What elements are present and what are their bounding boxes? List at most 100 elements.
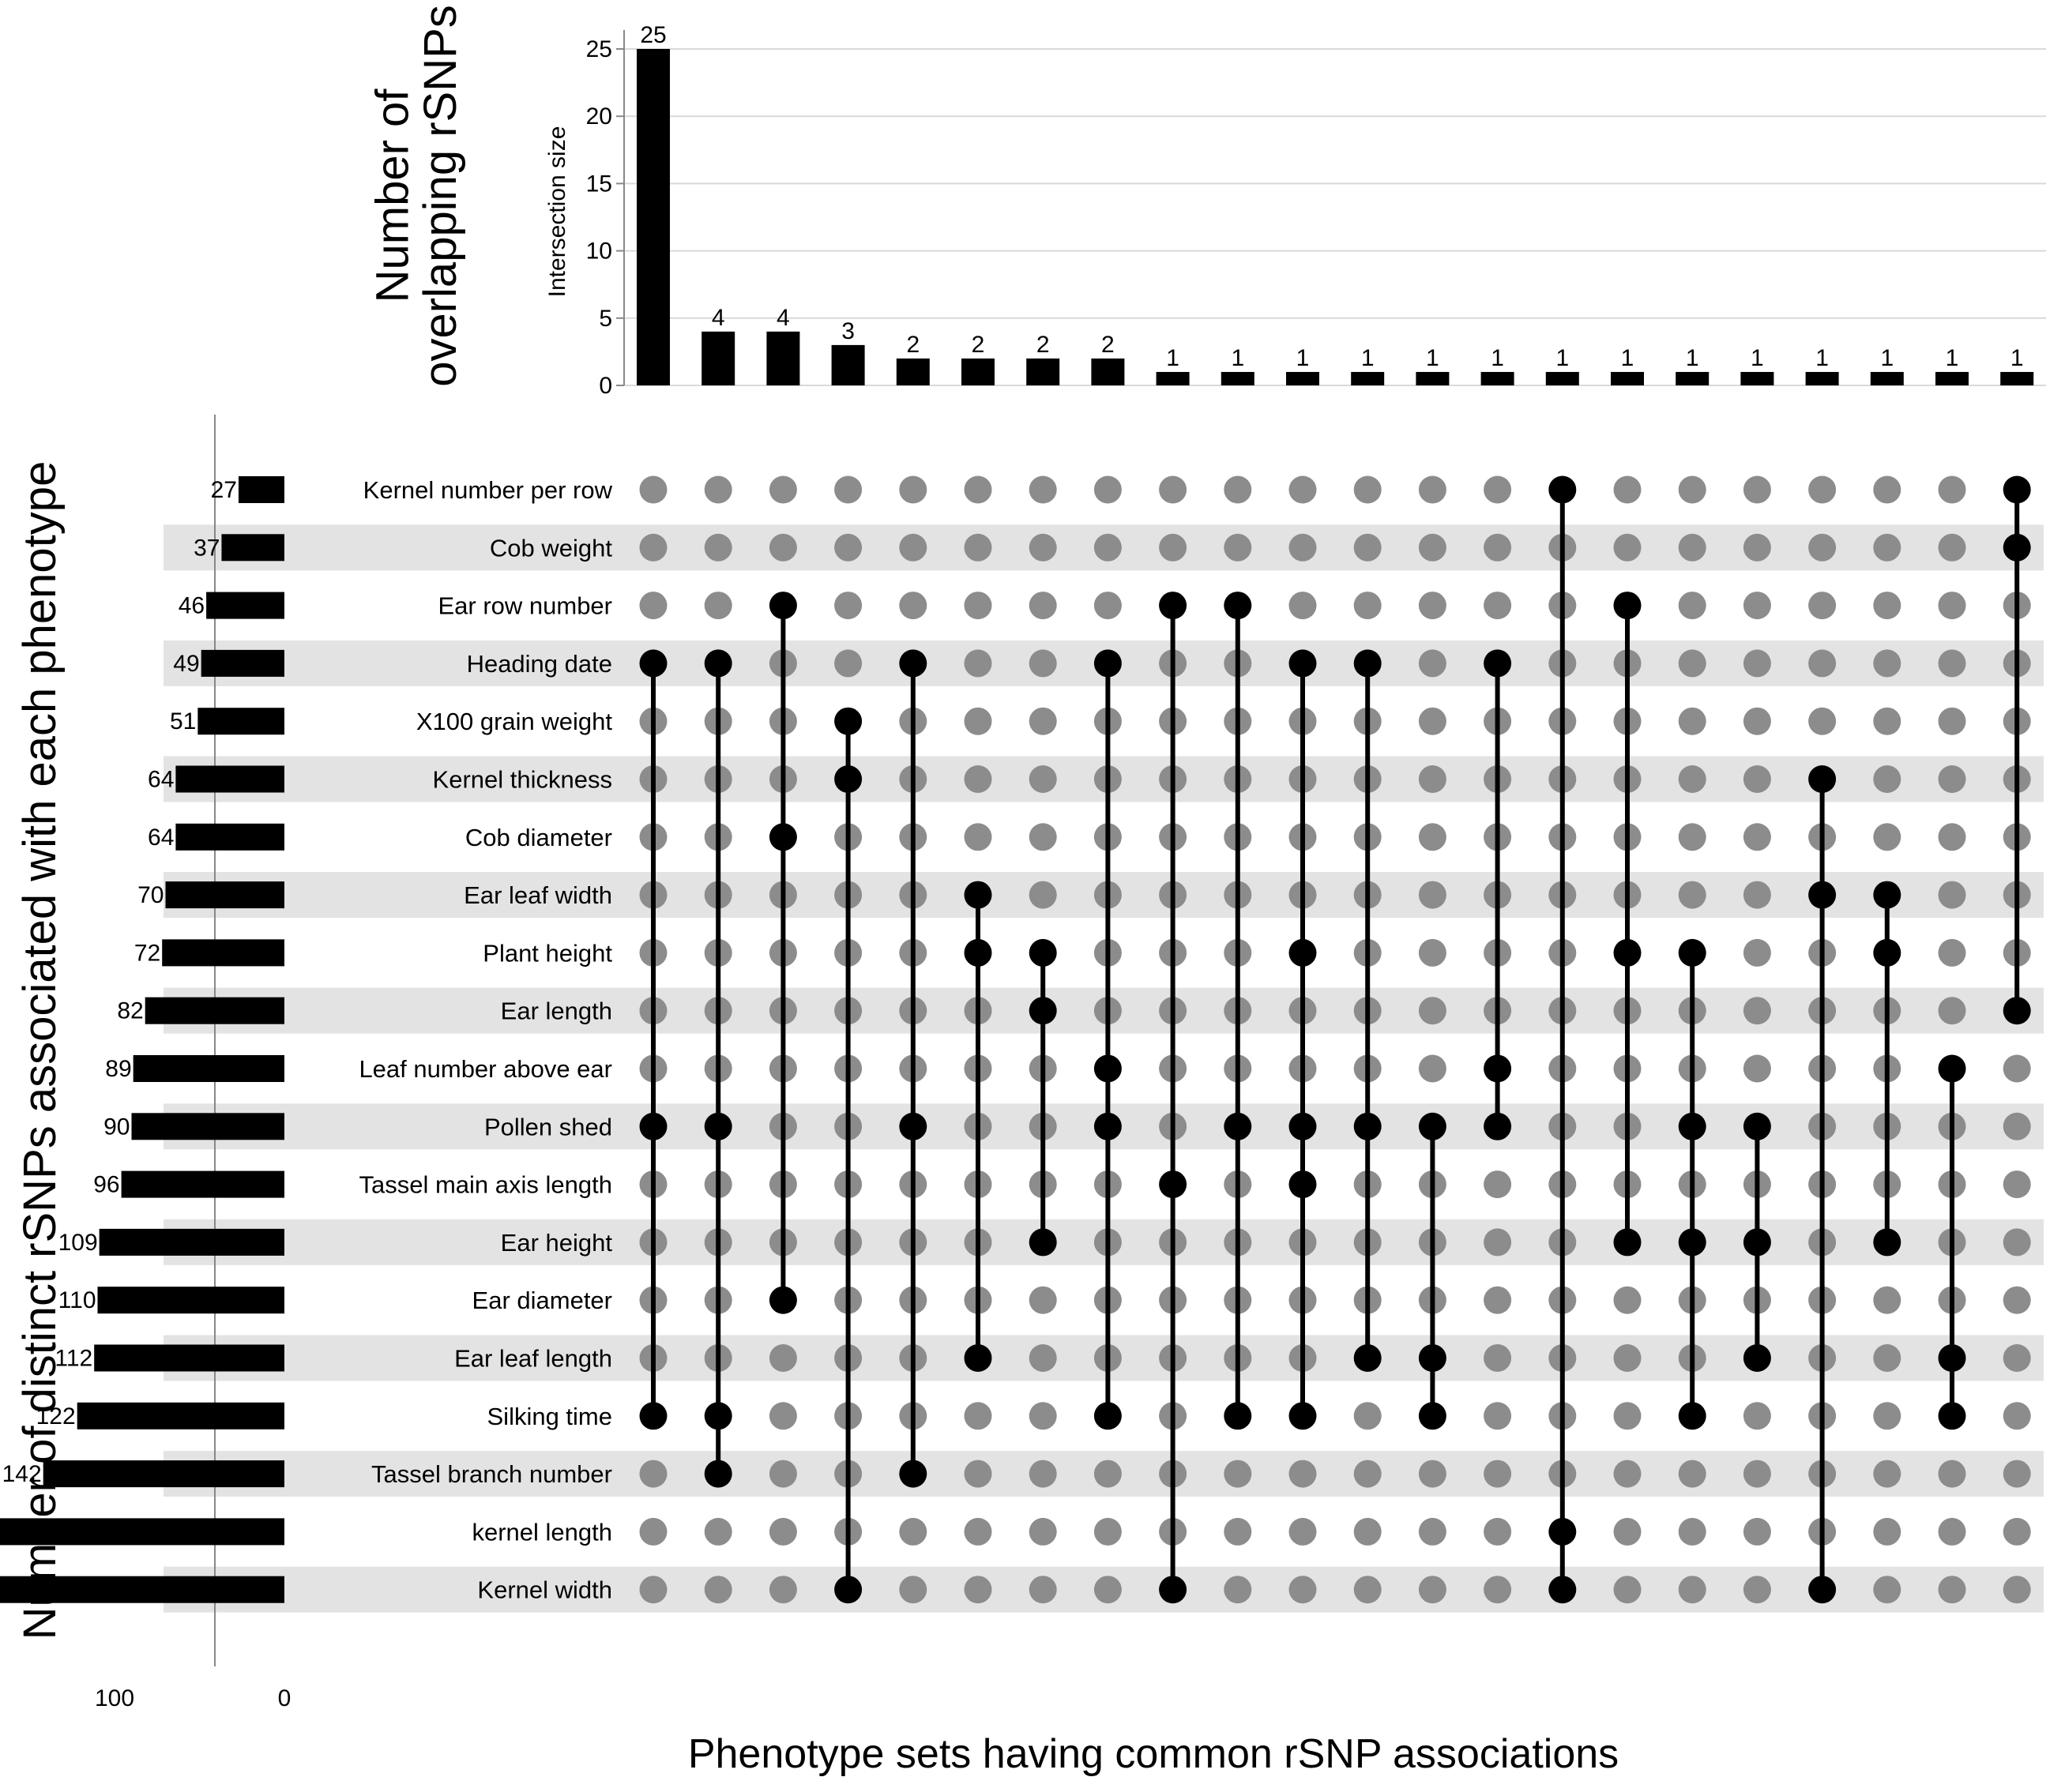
inactive-dot: [1678, 649, 1706, 678]
inactive-dot: [1418, 823, 1446, 851]
inactive-dot: [2003, 1054, 2031, 1083]
set-size-bar: [175, 765, 284, 793]
active-dot: [1613, 1228, 1642, 1257]
active-dot: [704, 649, 732, 678]
set-name-label: Ear leaf length: [454, 1345, 612, 1373]
active-dot: [1548, 1576, 1577, 1604]
intersection-bar-label: 1: [1426, 345, 1439, 371]
active-dot: [639, 1112, 668, 1140]
active-dot: [1548, 1517, 1577, 1546]
set-size-label: 64: [148, 767, 174, 793]
active-dot: [1678, 938, 1706, 967]
inactive-dot: [704, 1517, 732, 1546]
active-dot: [1093, 1402, 1122, 1430]
active-dot: [1288, 1402, 1317, 1430]
inactive-dot: [1418, 1576, 1446, 1604]
set-name-label: Ear height: [501, 1229, 613, 1257]
set-size-label: 72: [134, 940, 160, 966]
set-size-label: 89: [105, 1056, 131, 1082]
inactive-dot: [1484, 1460, 1512, 1488]
inactive-dot: [1418, 707, 1446, 735]
inactive-dot: [964, 1402, 992, 1430]
active-dot: [1873, 881, 1901, 909]
inactive-dot: [1743, 765, 1771, 793]
inactive-dot: [1743, 1517, 1771, 1546]
set-size-bar: [145, 997, 284, 1024]
active-dot: [1029, 1228, 1057, 1257]
inactive-dot: [964, 649, 992, 678]
inactive-dot: [1029, 649, 1057, 678]
inactive-dot: [1873, 707, 1901, 735]
inactive-dot: [1353, 1576, 1382, 1604]
set-size-label: 112: [55, 1346, 92, 1372]
inactive-dot: [1613, 1286, 1642, 1314]
inactive-dot: [1743, 1576, 1771, 1604]
inactive-dot: [1288, 1460, 1317, 1488]
inactive-dot: [1029, 1576, 1057, 1604]
set-size-label: 70: [137, 882, 164, 908]
active-dot: [704, 1402, 732, 1430]
inactive-dot: [1678, 533, 1706, 562]
inactive-dot: [1418, 881, 1446, 909]
active-dot: [1224, 1112, 1252, 1140]
inactive-dot: [1938, 1460, 1966, 1488]
active-dot: [1288, 1112, 1317, 1140]
active-dot: [2003, 997, 2031, 1025]
intersection-bar: [1870, 371, 1904, 385]
inactive-dot: [1873, 1402, 1901, 1430]
inactive-dot: [1873, 765, 1901, 793]
inactive-dot: [1418, 765, 1446, 793]
active-dot: [1224, 1402, 1252, 1430]
active-dot: [704, 1112, 732, 1140]
inactive-dot: [899, 533, 927, 562]
set-size-bar: [99, 1228, 285, 1256]
inactive-dot: [1224, 475, 1252, 504]
set-name-label: Kernel width: [477, 1576, 612, 1604]
set-size-label: 51: [170, 708, 196, 734]
active-dot: [1808, 765, 1837, 793]
intersection-bar-label: 2: [1101, 332, 1115, 358]
inactive-dot: [1288, 1517, 1317, 1546]
inactive-dot: [1938, 1517, 1966, 1546]
set-name-label: Plant height: [483, 939, 612, 967]
inactive-dot: [1029, 533, 1057, 562]
inactive-dot: [1938, 997, 1966, 1025]
intersection-bar: [766, 331, 800, 385]
active-dot: [1288, 1170, 1317, 1199]
inactive-dot: [964, 592, 992, 620]
set-size-label: 46: [179, 593, 205, 619]
active-dot: [1093, 1112, 1122, 1140]
inactive-dot: [1873, 1576, 1901, 1604]
inactive-dot: [769, 1402, 797, 1430]
intersection-bar: [896, 358, 930, 385]
inactive-dot: [1938, 881, 1966, 909]
active-dot: [834, 765, 863, 793]
inactive-dot: [1808, 649, 1837, 678]
inactive-dot: [769, 1344, 797, 1372]
active-dot: [964, 1344, 992, 1372]
inactive-dot: [1938, 649, 1966, 678]
set-name-label: Ear row number: [438, 592, 612, 620]
inactive-dot: [964, 1517, 992, 1546]
inactive-dot: [704, 475, 732, 504]
inactive-dot: [2003, 1170, 2031, 1199]
set-size-bar: [94, 1344, 284, 1372]
inactive-dot: [1678, 765, 1706, 793]
inactive-dot: [1613, 1576, 1642, 1604]
intersection-bar-label: 1: [1815, 345, 1829, 371]
set-size-bar: [0, 1518, 285, 1546]
inactive-dot: [1873, 649, 1901, 678]
inactive-dot: [1418, 1054, 1446, 1083]
intersection-bar-label: 1: [1231, 345, 1244, 371]
inactive-dot: [1093, 1576, 1122, 1604]
set-size-label: 96: [93, 1172, 119, 1198]
inactive-dot: [2003, 1286, 2031, 1314]
inactive-dot: [899, 1517, 927, 1546]
inactive-dot: [1938, 1576, 1966, 1604]
intersection-bar-label: 4: [712, 305, 725, 331]
active-dot: [1224, 592, 1252, 620]
inactive-dot: [1029, 1286, 1057, 1314]
intersection-bar: [961, 358, 995, 385]
inactive-dot: [1743, 475, 1771, 504]
inactive-dot: [2003, 1517, 2031, 1546]
